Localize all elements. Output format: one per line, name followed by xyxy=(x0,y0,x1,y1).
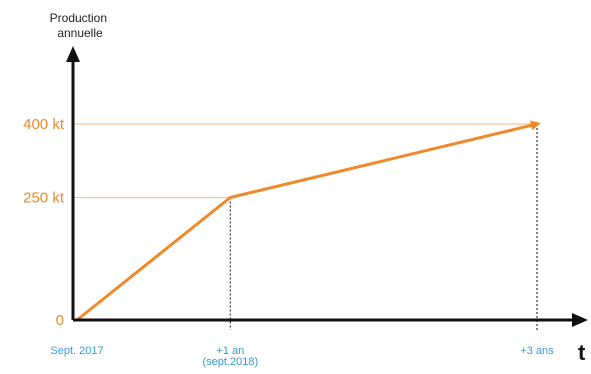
y-axis-label: Production annuelle xyxy=(50,11,111,40)
x-tick-label: Sept. 2017 xyxy=(50,345,103,357)
x-tick-label-line: +3 ans xyxy=(520,345,554,357)
x-tick-label-line: (sept.2018) xyxy=(203,356,259,368)
y-tick-label: 0 xyxy=(56,312,64,329)
y-tick-labels: 0 250 kt 400 kt xyxy=(23,116,65,329)
x-tick-label: +1 an (sept.2018) xyxy=(203,345,259,368)
data-point xyxy=(535,122,539,126)
data-point xyxy=(228,196,232,199)
y-axis-label-line-1: Production xyxy=(50,11,107,25)
y-tick-label: 400 kt xyxy=(23,116,65,133)
guide-lines xyxy=(73,123,538,330)
x-tick-label-line: Sept. 2017 xyxy=(50,345,103,357)
axes xyxy=(66,46,588,327)
y-axis-label-line-2: annuelle xyxy=(57,26,103,40)
x-axis-label: t xyxy=(578,340,586,365)
x-tick-label-line: +1 an xyxy=(216,345,244,357)
production-line xyxy=(76,120,541,322)
y-axis-arrowhead xyxy=(66,46,80,62)
y-tick-label: 250 kt xyxy=(23,190,65,207)
x-axis-arrowhead xyxy=(572,313,588,327)
x-tick-labels: Sept. 2017 +1 an (sept.2018) +3 ans xyxy=(50,345,554,368)
x-tick-label: +3 ans xyxy=(520,345,554,357)
series-layer xyxy=(75,120,541,322)
